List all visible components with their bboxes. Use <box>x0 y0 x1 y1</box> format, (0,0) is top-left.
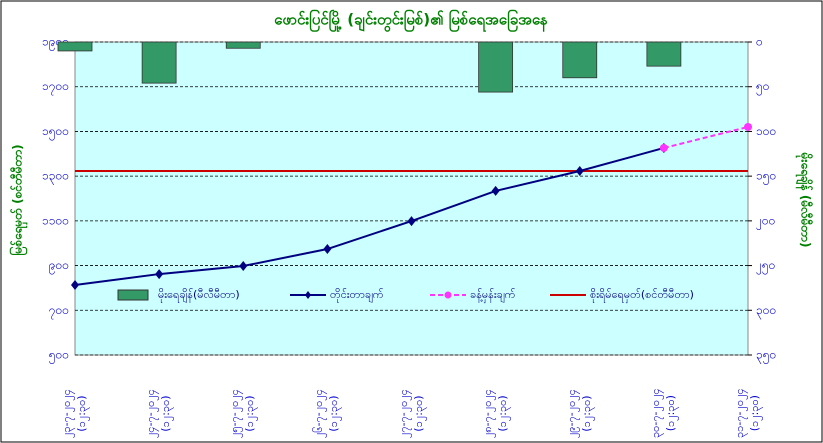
legend-marker <box>305 291 311 299</box>
plot-area <box>74 41 749 356</box>
x-tick-label: ၂၆-၇-၂၀၂၄ (၁၂:၃၀) <box>312 389 341 438</box>
y-tick-label: ၉၀၀ <box>49 258 69 275</box>
measured-point <box>239 261 248 272</box>
y2-axis-label: မိုးရေချိန် (မီလီမီတာ) <box>795 152 815 248</box>
forecast-point <box>744 122 752 131</box>
forecast-line <box>663 125 749 149</box>
legend-label: စိုးရိမ်ရေမှတ်(စင်တီမီတာ) <box>590 288 694 303</box>
rain-bar <box>57 41 93 52</box>
y2-tick-label: ၃၀၀ <box>756 303 776 320</box>
y2-tick-label: ၀ <box>756 35 763 49</box>
y-tick-label: ၁၁၀၀ <box>42 213 69 227</box>
rain-bar <box>478 41 514 93</box>
y-tick-label: ၁၅၀၀ <box>42 124 69 141</box>
y2-tick-label: ၁၅၀ <box>756 169 776 186</box>
rain-bar <box>562 41 598 79</box>
x-tick-label: ၃၁-၇-၂၀၂၄ (၁၂:၃၀) <box>733 388 761 438</box>
x-tick-label: ၂၈-၇-၂၀၂၄ (၁၂:၃၀) <box>480 389 509 438</box>
rain-bar <box>646 41 682 67</box>
x-tick-label: ၃၀-၇-၂၀၂၄ (၁၂:၃၀) <box>648 388 677 438</box>
x-tick-label: ၂၉-၇-၂၀၂၄ (၁၂:၃၀) <box>564 389 593 438</box>
y-tick-label: ၇၀၀ <box>49 303 69 320</box>
y2-tick-label: ၃၅၀ <box>756 348 776 365</box>
measured-point <box>71 280 79 291</box>
y2-tick-label: ၁၀၀ <box>756 124 776 138</box>
x-tick-label: ၂၄-၇-၂၀၂၄ (၁၂:၃၀) <box>144 389 173 438</box>
legend-label: ခန့်မှန်းချက် <box>470 288 516 303</box>
x-tick-label: ၂၅-၇-၂၀၂၄ (၁၂:၃၀) <box>228 389 257 438</box>
measured-point <box>155 269 164 280</box>
legend-label: မိုးရေချိန်(မီလီမီတာ) <box>158 288 240 303</box>
forecast-point <box>659 143 668 152</box>
legend-marker <box>444 291 452 299</box>
measured-point <box>491 185 500 196</box>
y-tick-label: ၁၇၀၀ <box>42 79 69 96</box>
y-axis-label: မြစ်ရေမှတ် (စင်တီမီတာ) <box>8 144 29 255</box>
y-tick-label: ၅၀၀ <box>49 348 69 365</box>
rain-bar <box>141 41 177 84</box>
x-tick-label: ၂၃-၇-၂၀၂၄ (၁၂:၃၀) <box>60 389 88 438</box>
legend-swatch <box>117 289 149 301</box>
legend-label: တိုင်းတာချက် <box>330 288 384 303</box>
y-tick-label: ၁၃၀၀ <box>42 169 69 186</box>
y2-tick-label: ၅၀ <box>756 79 770 96</box>
y2-tick-label: ၂၀၀ <box>756 213 775 230</box>
measured-point <box>407 216 416 227</box>
measured-line <box>74 147 665 287</box>
measured-point <box>323 244 332 255</box>
x-tick-label: ၂၇-၇-၂၀၂၄ (၁၂:၃၀) <box>396 389 425 438</box>
y2-tick-label: ၂၅၀ <box>756 258 775 275</box>
measured-point <box>575 166 584 177</box>
rain-bar <box>225 41 261 49</box>
